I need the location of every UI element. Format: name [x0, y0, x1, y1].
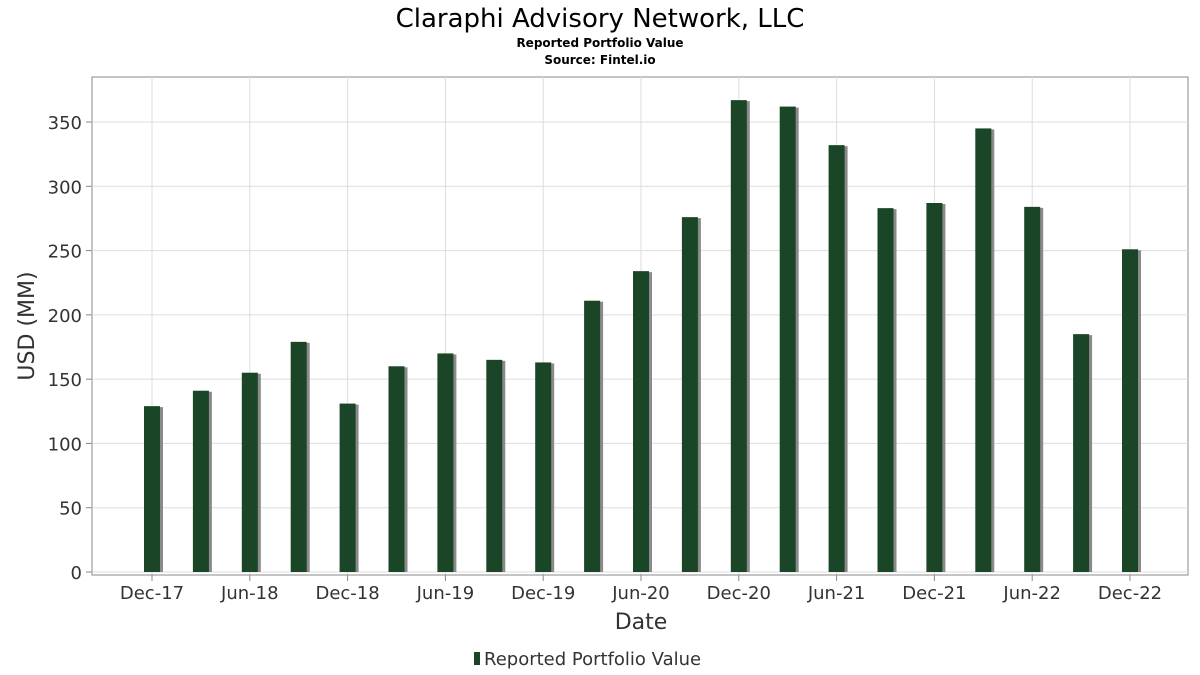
bar: [828, 145, 845, 572]
bar: [1073, 334, 1090, 572]
x-tick-label: Jun-21: [807, 583, 866, 604]
chart-source: Source: Fintel.io: [544, 53, 655, 67]
bar: [975, 128, 992, 572]
legend-label: Reported Portfolio Value: [484, 649, 701, 670]
bar: [681, 217, 698, 572]
x-axis-ticks: Dec-17 Jun-18 Dec-18 Jun-19 Dec-19 Jun-20 Dec-…: [92, 574, 1188, 604]
bar: [730, 100, 747, 573]
y-tick-label: 50: [59, 499, 82, 520]
bar: [241, 372, 258, 572]
chart-subtitle: Reported Portfolio Value: [516, 36, 683, 50]
y-tick-label: 300: [48, 177, 82, 198]
y-tick-label: 150: [48, 370, 82, 391]
x-tick-label: Jun-19: [416, 583, 475, 604]
x-tick-label: Jun-20: [611, 583, 670, 604]
x-tick-label: Dec-17: [120, 583, 184, 604]
bar: [1024, 206, 1041, 572]
bar: [535, 362, 552, 572]
y-tick-label: 350: [48, 113, 82, 134]
bar: [144, 406, 160, 572]
x-tick-label: Jun-18: [220, 583, 279, 604]
bar: [192, 390, 209, 572]
x-tick-label: Dec-19: [511, 583, 575, 604]
y-tick-label: 200: [48, 306, 82, 327]
bar: [877, 208, 894, 572]
y-axis-ticks: 0 50 100 150 200 250 300 350: [48, 113, 92, 584]
chart-title: Claraphi Advisory Network, LLC: [396, 4, 805, 34]
x-tick-label: Dec-21: [902, 583, 966, 604]
bar: [388, 366, 405, 572]
bar: [486, 359, 503, 572]
y-tick-label: 100: [48, 434, 82, 455]
bar: [779, 106, 796, 573]
legend-swatch: [474, 652, 480, 665]
bar: [926, 203, 943, 572]
bar: [1122, 249, 1138, 573]
x-tick-label: Jun-22: [1002, 583, 1061, 604]
x-axis-label: Date: [615, 610, 668, 635]
bar: [633, 271, 649, 572]
y-tick-label: 250: [48, 242, 82, 263]
y-tick-label: 0: [71, 563, 82, 584]
bar: [437, 353, 454, 572]
x-tick-label: Dec-18: [315, 583, 379, 604]
bars: [144, 100, 1141, 573]
bar: [339, 403, 356, 572]
y-axis-label: USD (MM): [15, 271, 40, 380]
bar: [584, 300, 601, 572]
x-tick-label: Dec-22: [1098, 583, 1162, 604]
x-tick-label: Dec-20: [707, 583, 771, 604]
bar: [290, 341, 307, 572]
legend: Reported Portfolio Value: [474, 649, 701, 670]
